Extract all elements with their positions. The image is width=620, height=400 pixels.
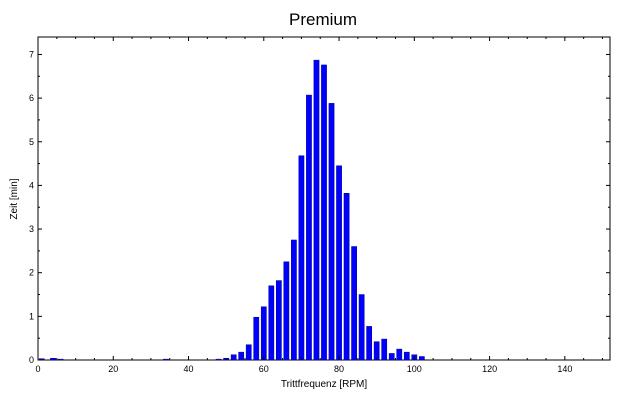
y-tick-label: 3 <box>29 224 34 234</box>
y-tick-label: 1 <box>29 311 34 321</box>
x-axis-label: Trittfrequenz [RPM] <box>281 379 368 390</box>
bar <box>298 155 305 361</box>
bar <box>238 351 245 361</box>
bar <box>373 341 380 361</box>
x-axis: 0 20 40 60 80 100 120 140 <box>35 37 603 374</box>
x-tick-label: 40 <box>184 364 194 374</box>
bar <box>268 285 275 361</box>
bar <box>396 348 403 361</box>
bar <box>306 94 312 361</box>
x-tick-label: 0 <box>35 364 40 374</box>
x-tick-label: 100 <box>407 364 422 374</box>
bar <box>275 280 282 361</box>
y-axis: 0 1 2 3 4 5 6 7 <box>29 49 610 365</box>
bar <box>418 356 425 361</box>
bar <box>358 294 365 361</box>
bar <box>50 358 56 361</box>
bar <box>291 239 297 361</box>
bar <box>230 354 237 361</box>
bar <box>351 246 357 361</box>
bar <box>336 165 342 361</box>
bar <box>253 316 260 361</box>
bar <box>57 358 64 361</box>
x-tick-label: 120 <box>482 364 497 374</box>
bar <box>328 103 335 361</box>
bar <box>163 358 169 361</box>
bar <box>381 338 388 361</box>
x-tick-label: 60 <box>259 364 269 374</box>
x-tick-label: 80 <box>334 364 344 374</box>
bar <box>313 59 320 361</box>
bar <box>343 193 350 361</box>
bar <box>215 358 222 361</box>
x-tick-label: 140 <box>557 364 572 374</box>
y-tick-label: 5 <box>29 137 34 147</box>
bar <box>388 353 395 361</box>
bar <box>321 64 327 361</box>
y-tick-label: 6 <box>29 93 34 103</box>
chart-title: Premium <box>289 10 357 29</box>
y-tick-label: 0 <box>29 355 34 365</box>
bar <box>245 344 252 361</box>
y-tick-label: 2 <box>29 268 34 278</box>
bar <box>366 326 373 361</box>
bar <box>283 261 290 361</box>
y-tick-label: 7 <box>29 49 34 59</box>
bar-series <box>38 59 425 361</box>
y-axis-label: Zeit [min] <box>9 178 20 219</box>
y-tick-label: 4 <box>29 180 34 190</box>
bar <box>260 306 267 361</box>
x-tick-label: 20 <box>108 364 118 374</box>
bar <box>403 351 410 361</box>
